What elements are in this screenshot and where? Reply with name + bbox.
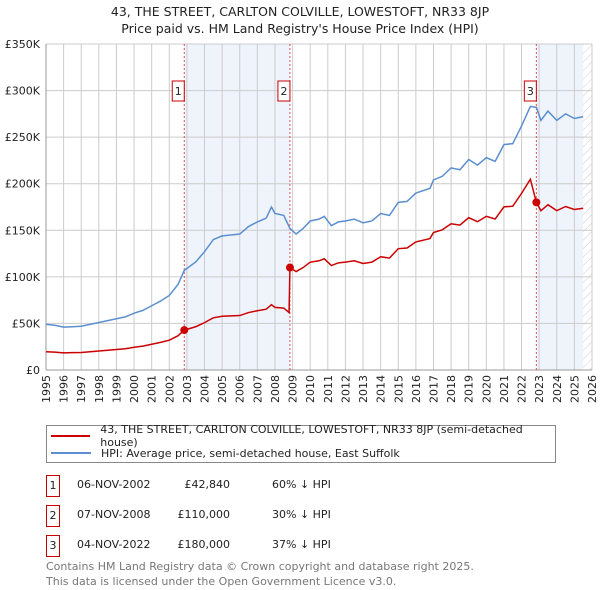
x-tick-label: 2013: [357, 375, 370, 403]
legend-item-hpi: HPI: Average price, semi-detached house,…: [51, 445, 400, 461]
footer-copyright: Contains HM Land Registry data © Crown c…: [46, 560, 474, 573]
x-tick-label: 2024: [551, 375, 564, 403]
x-tick-label: 2000: [128, 375, 141, 403]
y-tick-label: £150K: [5, 224, 41, 237]
transaction-hpi-diff: 30% ↓ HPI: [272, 508, 331, 521]
x-tick-label: 1998: [93, 375, 106, 403]
y-tick-label: £250K: [5, 131, 41, 144]
transaction-price: £42,840: [184, 478, 231, 491]
x-tick-label: 2019: [463, 375, 476, 403]
x-tick-label: 2017: [427, 375, 440, 403]
legend-swatch-price: [51, 435, 91, 437]
transaction-date: 04-NOV-2022: [77, 538, 151, 551]
x-tick-label: 1996: [58, 375, 71, 403]
x-tick-label: 2022: [516, 375, 529, 403]
sale-label: 2: [280, 85, 287, 98]
legend-swatch-hpi: [51, 452, 91, 454]
x-tick-label: 2010: [304, 375, 317, 403]
legend-label-price: 43, THE STREET, CARLTON COLVILLE, LOWEST…: [100, 423, 523, 449]
x-tick-label: 2026: [586, 375, 599, 403]
legend-label-hpi: HPI: Average price, semi-detached house,…: [101, 446, 400, 460]
sale-point: [285, 263, 294, 272]
forecast-hatch: [583, 44, 592, 370]
transaction-date: 06-NOV-2002: [77, 478, 151, 491]
x-tick-label: 2025: [568, 375, 581, 403]
transaction-row: 3 04-NOV-2022 £180,000 37% ↓ HPI: [46, 535, 446, 557]
x-tick-label: 2008: [269, 375, 282, 403]
x-tick-label: 2021: [498, 375, 511, 403]
x-tick-label: 1995: [40, 375, 53, 403]
y-tick-label: £100K: [5, 271, 41, 284]
x-tick-label: 2007: [251, 375, 264, 403]
y-tick-label: £0: [26, 364, 40, 377]
sale-label: 3: [527, 85, 534, 98]
sale-label: 1: [175, 85, 182, 98]
x-tick-label: 2005: [216, 375, 229, 403]
transaction-row: 2 07-NOV-2008 £110,000 30% ↓ HPI: [46, 505, 446, 527]
x-tick-label: 2023: [533, 375, 546, 403]
x-tick-label: 2002: [163, 375, 176, 403]
transaction-marker: 3: [46, 535, 60, 557]
x-tick-label: 2015: [392, 375, 405, 403]
x-tick-label: 2016: [410, 375, 423, 403]
footer-licence: This data is licensed under the Open Gov…: [46, 575, 397, 588]
x-tick-label: 2009: [287, 375, 300, 403]
transaction-hpi-diff: 37% ↓ HPI: [272, 538, 331, 551]
sale-period-shade: [536, 44, 584, 370]
transaction-date: 07-NOV-2008: [77, 508, 151, 521]
price-chart: 1995 1996 1997 1998 1999 2000 2001 2002 2003 2004…: [5, 38, 599, 403]
sale-period-shade: [184, 44, 290, 370]
transaction-price: £110,000: [177, 508, 231, 521]
y-tick-label: £300K: [5, 85, 41, 98]
legend-item-price: 43, THE STREET, CARLTON COLVILLE, LOWEST…: [51, 423, 555, 449]
x-tick-label: 2018: [445, 375, 458, 403]
sale-label-box: [523, 80, 537, 102]
x-tick-label: 2004: [199, 375, 212, 403]
sale-point: [180, 326, 189, 335]
x-tick-label: 1999: [110, 375, 123, 403]
x-tick-label: 1997: [75, 375, 88, 403]
chart-subtitle: Price paid vs. HM Land Registry's House …: [121, 21, 479, 36]
y-tick-label: £50K: [12, 317, 41, 330]
transaction-marker: 2: [46, 505, 60, 527]
x-tick-label: 2014: [375, 375, 388, 403]
x-tick-label: 2011: [322, 375, 335, 403]
chart-title: 43, THE STREET, CARLTON COLVILLE, LOWEST…: [110, 4, 490, 19]
sale-point: [532, 198, 541, 207]
x-tick-label: 2012: [339, 375, 352, 403]
x-tick-label: 2020: [480, 375, 493, 403]
x-tick-label: 2003: [181, 375, 194, 403]
x-tick-label: 2006: [234, 375, 247, 403]
y-tick-label: £200K: [5, 178, 41, 191]
transaction-price: £180,000: [177, 538, 231, 551]
x-tick-label: 2001: [146, 375, 159, 403]
sale-label-box: [171, 80, 185, 102]
transaction-row: 1 06-NOV-2002 £42,840 60% ↓ HPI: [46, 475, 446, 497]
y-tick-label: £350K: [5, 38, 41, 51]
transaction-hpi-diff: 60% ↓ HPI: [272, 478, 331, 491]
hpi-line: [45, 105, 584, 328]
legend: 43, THE STREET, CARLTON COLVILLE, LOWEST…: [46, 423, 556, 463]
transaction-marker: 1: [46, 475, 60, 497]
sale-label-box: [277, 80, 291, 102]
price-paid-line: [45, 177, 584, 354]
